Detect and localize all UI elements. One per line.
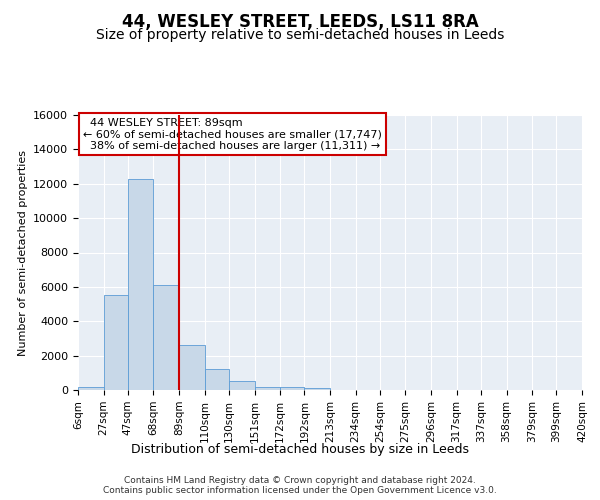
Bar [280,388,304,390]
Bar [304,388,330,390]
Bar [205,370,229,390]
Bar [104,296,128,390]
Bar [254,386,280,390]
Bar [229,382,254,390]
Bar [78,386,104,390]
Text: Contains HM Land Registry data © Crown copyright and database right 2024.
Contai: Contains HM Land Registry data © Crown c… [103,476,497,495]
Bar [154,285,179,390]
Bar [179,346,205,390]
Text: Size of property relative to semi-detached houses in Leeds: Size of property relative to semi-detach… [96,28,504,42]
Text: 44 WESLEY STREET: 89sqm
← 60% of semi-detached houses are smaller (17,747)
  38%: 44 WESLEY STREET: 89sqm ← 60% of semi-de… [83,118,382,151]
Text: 44, WESLEY STREET, LEEDS, LS11 8RA: 44, WESLEY STREET, LEEDS, LS11 8RA [122,12,478,30]
Y-axis label: Number of semi-detached properties: Number of semi-detached properties [17,150,28,356]
Text: Distribution of semi-detached houses by size in Leeds: Distribution of semi-detached houses by … [131,442,469,456]
Bar [128,178,154,390]
